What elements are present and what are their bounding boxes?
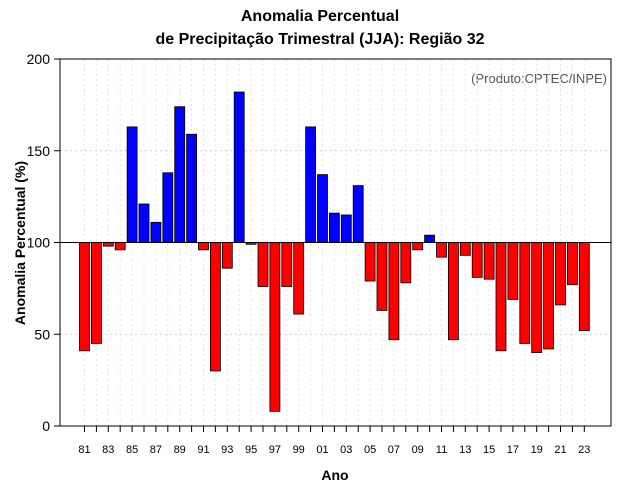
y-tick-label: 50 bbox=[34, 326, 50, 342]
bar-85 bbox=[126, 126, 138, 243]
x-tick-label: 01 bbox=[316, 444, 328, 456]
x-tick-label: 07 bbox=[388, 444, 400, 456]
bar-11 bbox=[436, 242, 447, 258]
chart-title-line-2: de Precipitação Trimestral (JJA): Região… bbox=[155, 31, 485, 48]
bar-86 bbox=[138, 203, 150, 243]
bar-19 bbox=[531, 242, 543, 353]
bar-16 bbox=[495, 242, 507, 352]
y-tick-label: 100 bbox=[27, 235, 51, 251]
bar-02 bbox=[328, 212, 340, 243]
x-tick-label: 03 bbox=[340, 444, 352, 456]
bar-20 bbox=[543, 242, 554, 350]
y-tick-label: 0 bbox=[42, 418, 50, 434]
x-tick-label: 83 bbox=[102, 444, 114, 456]
x-tick-label: 87 bbox=[150, 444, 162, 456]
bar-92 bbox=[209, 242, 221, 372]
chart-title-line-1: Anomalia Percentual bbox=[240, 8, 400, 25]
bar-15 bbox=[483, 242, 495, 280]
x-tick-label: 97 bbox=[269, 444, 281, 456]
x-tick-label: 11 bbox=[436, 444, 447, 456]
bar-82 bbox=[91, 242, 102, 344]
y-tick-label: 150 bbox=[27, 143, 51, 159]
bar-07 bbox=[388, 242, 400, 341]
bar-91 bbox=[198, 242, 209, 251]
x-tick-label: 15 bbox=[483, 444, 495, 456]
bar-10 bbox=[424, 234, 436, 243]
bar-22 bbox=[567, 242, 578, 286]
bar-96 bbox=[257, 242, 269, 287]
bar-03 bbox=[340, 214, 352, 243]
bar-83 bbox=[102, 242, 114, 247]
x-tick-label: 91 bbox=[197, 444, 209, 456]
bar-09 bbox=[412, 242, 424, 251]
bar-97 bbox=[269, 242, 281, 412]
bar-06 bbox=[376, 242, 388, 311]
bar-04 bbox=[352, 185, 364, 243]
x-tick-label: 09 bbox=[412, 444, 424, 456]
bar-05 bbox=[364, 242, 376, 282]
bar-13 bbox=[459, 242, 471, 256]
bar-99 bbox=[293, 242, 305, 315]
product-credit: (Produto:CPTEC/INPE) bbox=[471, 71, 607, 86]
bar-93 bbox=[221, 242, 233, 269]
bar-23 bbox=[578, 242, 590, 331]
bar-01 bbox=[317, 174, 328, 243]
x-tick-label: 05 bbox=[364, 444, 376, 456]
bar-88 bbox=[162, 172, 174, 243]
x-tick-label: 13 bbox=[459, 444, 471, 456]
bar-14 bbox=[471, 242, 483, 278]
bar-90 bbox=[186, 133, 198, 243]
y-tick-label: 200 bbox=[27, 51, 51, 67]
x-tick-label: 89 bbox=[174, 444, 186, 456]
bar-98 bbox=[281, 242, 293, 287]
bar-17 bbox=[507, 242, 519, 300]
bar-18 bbox=[519, 242, 531, 344]
x-tick-label: 85 bbox=[126, 444, 138, 456]
bar-87 bbox=[150, 221, 162, 243]
x-tick-label: 17 bbox=[507, 444, 519, 456]
bar-08 bbox=[400, 242, 412, 284]
bar-94 bbox=[233, 91, 245, 243]
bar-00 bbox=[305, 126, 317, 243]
x-tick-label: 99 bbox=[293, 444, 305, 456]
bar-89 bbox=[174, 106, 186, 243]
x-tick-label: 19 bbox=[531, 444, 543, 456]
x-tick-label: 23 bbox=[578, 444, 590, 456]
x-tick-label: 93 bbox=[221, 444, 233, 456]
x-axis-label: Ano bbox=[321, 467, 349, 483]
x-tick-label: 21 bbox=[554, 444, 566, 456]
bar-12 bbox=[447, 242, 459, 341]
bar-21 bbox=[555, 242, 566, 306]
bar-84 bbox=[114, 242, 126, 251]
x-tick-label: 95 bbox=[245, 444, 257, 456]
x-tick-label: 81 bbox=[78, 444, 90, 456]
bar-81 bbox=[79, 242, 90, 352]
